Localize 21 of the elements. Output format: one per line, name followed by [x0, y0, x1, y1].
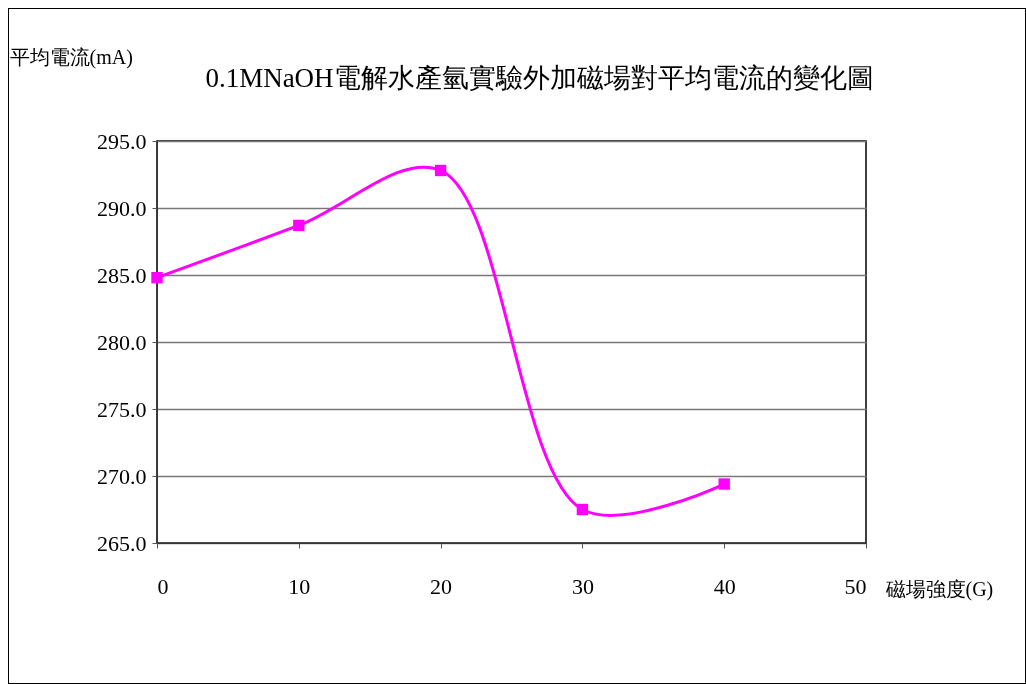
point — [293, 219, 305, 232]
y-tick-label: 280.0 — [97, 329, 147, 355]
y-tick-label: 275.0 — [97, 396, 147, 422]
x-tick-label: 10 — [288, 573, 311, 599]
chart-title: 0.1MNaOH電解水產氫實驗外加磁場對平均電流的變化圖 — [205, 63, 874, 93]
point — [151, 271, 163, 284]
x-tick-label: 20 — [430, 573, 453, 599]
y-tick-label: 265.0 — [97, 530, 147, 556]
y-tick-label: 295.0 — [97, 128, 147, 154]
point — [718, 478, 730, 490]
x-tick-label: 50 — [844, 573, 867, 599]
y-tick-label: 270.0 — [97, 463, 147, 489]
y-tick-label: 290.0 — [97, 195, 147, 221]
y-tick-label: 285.0 — [97, 262, 147, 288]
point — [434, 164, 447, 177]
x-tick-label: 30 — [571, 573, 594, 599]
x-tick-label: 40 — [713, 573, 736, 599]
point — [576, 503, 589, 516]
x-axis-title: 磁場強度(G) — [884, 577, 994, 601]
y-axis-title: 平均電流(mA) — [9, 45, 133, 69]
x-tick-label: 0 — [157, 573, 169, 599]
